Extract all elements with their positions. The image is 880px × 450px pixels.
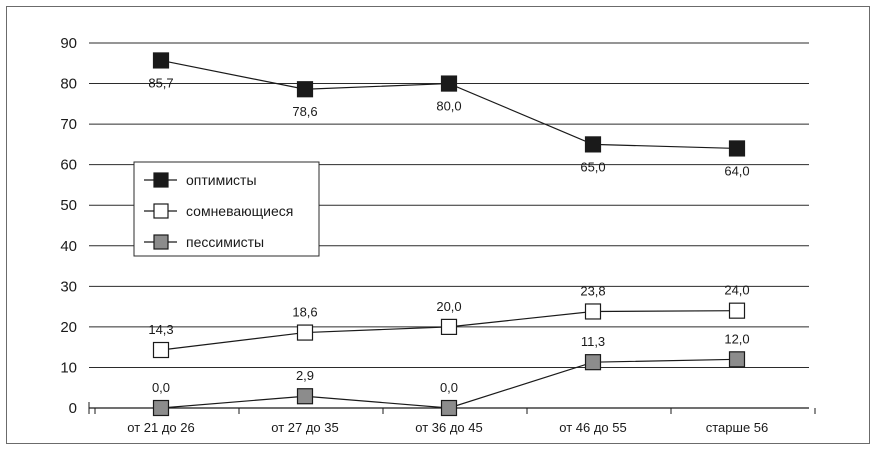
legend-label: сомневающиеся (186, 203, 293, 219)
legend-label: пессимисты (186, 234, 264, 250)
y-tick-label: 0 (69, 400, 77, 417)
y-tick-label: 20 (60, 319, 77, 336)
data-label: 0,0 (440, 380, 458, 395)
series-group (152, 52, 746, 417)
data-label: 14,3 (148, 322, 173, 337)
data-label: 18,6 (292, 305, 317, 320)
data-point-marker (728, 140, 746, 157)
data-point-marker (440, 75, 458, 92)
legend-marker (153, 203, 169, 219)
y-tick-label: 70 (60, 116, 77, 133)
data-label: 64,0 (724, 163, 749, 178)
data-labels: 85,7 78,6 80,0 65,0 64,0 14,3 18,6 20,0 23,8 24,0… (148, 75, 749, 395)
data-point-marker (296, 388, 314, 405)
data-label: 11,3 (581, 334, 605, 349)
data-point-marker (728, 302, 746, 319)
data-point-marker (584, 354, 602, 371)
data-label: 23,8 (580, 283, 605, 298)
data-label: 12,0 (724, 331, 749, 346)
data-label: 85,7 (148, 75, 173, 90)
data-label: 24,0 (724, 283, 749, 298)
data-point-marker (152, 52, 170, 69)
legend: оптимисты сомневающиеся пессимисты (133, 161, 320, 257)
y-tick-label: 50 (60, 197, 77, 214)
x-axis: от 21 до 26 от 27 до 35 от 36 до 45 от 46 д… (88, 402, 816, 435)
y-tick-label: 60 (60, 157, 77, 174)
x-category-label: от 27 до 35 (271, 420, 338, 435)
line-chart: 0 10 20 30 40 50 60 70 80 90 от 21 до 26 от 27 до … (60, 35, 816, 435)
x-category-label: от 46 до 55 (559, 420, 626, 435)
data-point-marker (152, 399, 170, 417)
legend-marker (153, 234, 169, 250)
legend-marker (153, 172, 169, 188)
data-point-marker (728, 351, 746, 368)
data-label: 2,9 (296, 368, 314, 383)
data-point-marker (440, 399, 458, 417)
data-label: 20,0 (436, 299, 461, 314)
data-point-marker (296, 81, 314, 98)
y-tick-label: 30 (60, 278, 77, 295)
x-category-label: от 21 до 26 (127, 420, 194, 435)
legend-label: оптимисты (186, 172, 257, 188)
y-tick-label: 90 (60, 35, 77, 52)
data-label: 80,0 (436, 99, 461, 114)
y-tick-label: 10 (60, 359, 77, 376)
data-point-marker (152, 341, 170, 359)
data-point-marker (584, 136, 602, 153)
chart-frame: 0 10 20 30 40 50 60 70 80 90 от 21 до 26 от 27 до … (6, 6, 870, 444)
data-label: 78,6 (292, 104, 317, 119)
y-tick-label: 80 (60, 76, 77, 93)
y-axis: 0 10 20 30 40 50 60 70 80 90 (60, 35, 77, 417)
data-point-marker (584, 303, 602, 320)
data-point-marker (296, 324, 314, 341)
x-category-label: от 36 до 45 (415, 420, 482, 435)
data-label: 65,0 (580, 159, 605, 174)
x-category-label: старше 56 (706, 420, 769, 435)
y-tick-label: 40 (60, 238, 77, 255)
data-label: 0,0 (152, 380, 170, 395)
data-point-marker (440, 318, 458, 335)
